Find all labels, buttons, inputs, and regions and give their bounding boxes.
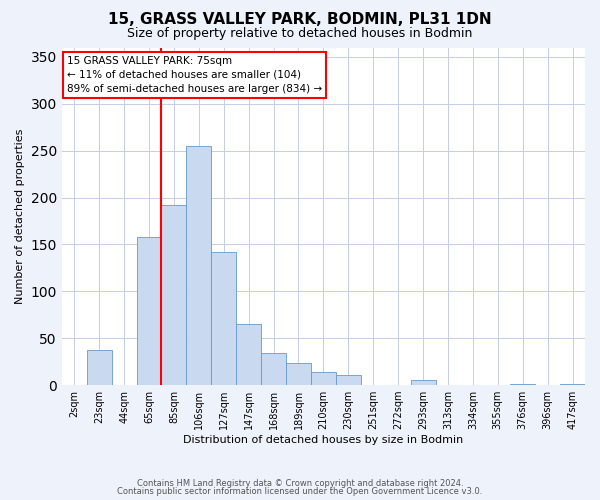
Bar — [87, 350, 112, 385]
Text: 15, GRASS VALLEY PARK, BODMIN, PL31 1DN: 15, GRASS VALLEY PARK, BODMIN, PL31 1DN — [108, 12, 492, 28]
Y-axis label: Number of detached properties: Number of detached properties — [15, 128, 25, 304]
Bar — [261, 353, 286, 385]
Bar — [137, 237, 161, 385]
Bar — [311, 372, 336, 385]
Bar — [161, 205, 187, 385]
Text: Contains public sector information licensed under the Open Government Licence v3: Contains public sector information licen… — [118, 487, 482, 496]
Text: 15 GRASS VALLEY PARK: 75sqm
← 11% of detached houses are smaller (104)
89% of se: 15 GRASS VALLEY PARK: 75sqm ← 11% of det… — [67, 56, 322, 94]
Bar — [510, 384, 535, 385]
Bar — [410, 380, 436, 385]
Bar — [236, 324, 261, 385]
Text: Contains HM Land Registry data © Crown copyright and database right 2024.: Contains HM Land Registry data © Crown c… — [137, 478, 463, 488]
Bar — [560, 384, 585, 385]
X-axis label: Distribution of detached houses by size in Bodmin: Distribution of detached houses by size … — [183, 435, 464, 445]
Bar — [211, 252, 236, 385]
Bar — [187, 146, 211, 385]
Bar — [336, 375, 361, 385]
Bar — [286, 362, 311, 385]
Text: Size of property relative to detached houses in Bodmin: Size of property relative to detached ho… — [127, 28, 473, 40]
